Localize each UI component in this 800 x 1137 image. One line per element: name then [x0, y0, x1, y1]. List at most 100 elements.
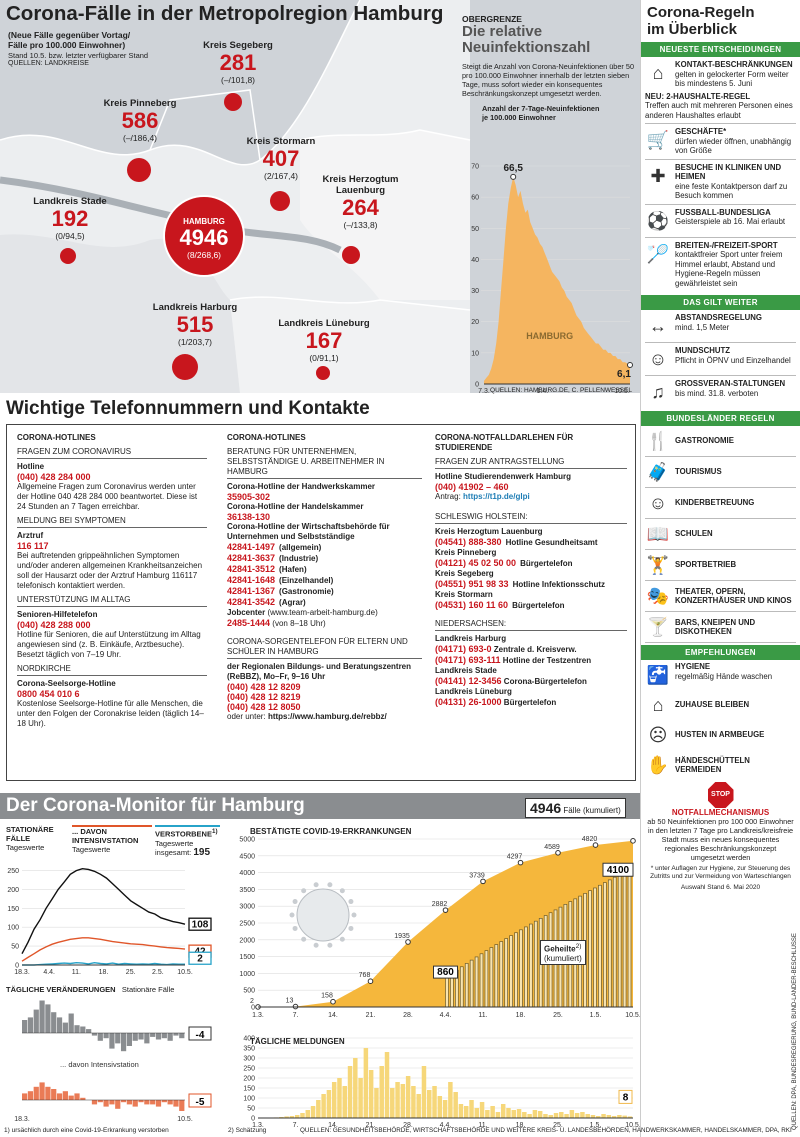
sneeze-icon: ☹ — [648, 725, 668, 745]
rules-heading-states: BUNDESLÄNDER REGELN — [641, 411, 800, 426]
antrag-link[interactable]: https://t1p.de/glpi — [463, 492, 530, 501]
phone-stade[interactable]: (04141) 12-3456 — [435, 676, 502, 686]
daily-bar — [321, 1094, 326, 1118]
change-bar — [39, 1000, 45, 1033]
daily-bar — [553, 1113, 559, 1118]
recovered-bar — [612, 876, 617, 1008]
series-line — [21, 937, 186, 962]
handwash-icon: 🚰 — [646, 665, 670, 685]
daily-bar — [495, 1112, 501, 1118]
change-bar — [27, 1091, 34, 1100]
rule-grossveranstaltungen: ♫ GROSSVERAN-STALTUNGEN bis mind. 31.8. ve… — [641, 376, 800, 408]
phone-harburg-1[interactable]: (04171) 693-0 — [435, 644, 492, 654]
change-bar — [27, 1017, 34, 1033]
phone-rebbz-3[interactable]: (040) 428 12 8050 — [227, 702, 301, 712]
recovered-bar — [607, 879, 612, 1008]
phone-seelsorge[interactable]: 0800 454 010 6 — [17, 689, 80, 699]
y-tick: 1500 — [239, 954, 255, 961]
daily-bar — [458, 1104, 464, 1118]
phone-wb[interactable]: 42841-1648 — [227, 575, 276, 585]
change-bar — [56, 1093, 63, 1100]
case-label: 2 — [250, 998, 254, 1005]
daily-bar — [384, 1052, 390, 1118]
y-tick: 0 — [251, 1116, 255, 1123]
x-tick: 25. — [553, 1122, 563, 1129]
change-icu-end: -5 — [196, 1097, 205, 1108]
recovered-end-box — [602, 862, 634, 877]
state-rule: 🍴 GASTRONOMIE — [641, 426, 800, 456]
change-bar — [120, 1100, 127, 1103]
cocktail-icon: 🍸 — [646, 617, 670, 637]
phone-sh[interactable]: (04531) 160 11 60 — [435, 600, 509, 610]
y-tick: 150 — [243, 1086, 255, 1093]
phone-jobcenter[interactable]: 2485-1444 — [227, 618, 271, 628]
daily-bar — [479, 1102, 485, 1118]
recovered-end: 4100 — [607, 865, 630, 876]
district-pinneberg: Kreis Pinneberg 586 (–/186,4) — [103, 98, 177, 143]
last-marker — [627, 362, 633, 369]
change-label: TÄGLICHE VERÄNDERUNGEN Stationäre Fälle — [6, 985, 175, 994]
phone-wb[interactable]: 42841-1367 — [227, 586, 276, 596]
state-rule: 🍸 BARS, KNEIPEN UND DISKOTHEKEN — [641, 612, 800, 642]
change-bar — [138, 1033, 144, 1040]
chart-daily: 0 50 100 150 200 250 300 350 400 1.3. 7. 14. 21. 28. 4… — [243, 1036, 640, 1130]
phone-sh[interactable]: (04551) 951 98 33 — [435, 579, 509, 589]
phone-handelskammer[interactable]: 36138-130 — [227, 512, 271, 522]
phone-rebbz-1[interactable]: (040) 428 12 8209 — [227, 682, 301, 692]
change-bar — [91, 1100, 98, 1105]
change-bar — [155, 1100, 162, 1107]
series-line — [21, 867, 186, 955]
change-bar — [161, 1033, 167, 1039]
recovered-bar — [445, 977, 449, 1008]
rules-selection: Auswahl Stand 6. Mai 2020 — [680, 884, 761, 891]
phone-rebbz-2[interactable]: (040) 428 12 8219 — [227, 692, 301, 702]
recovered-bar — [617, 874, 622, 1008]
phone-wb[interactable]: 42841-3637 — [227, 553, 276, 563]
x-tick: 7. — [293, 1012, 299, 1019]
daily-bar — [437, 1096, 443, 1118]
phone-wb[interactable]: 42841-3542 — [227, 597, 276, 607]
case-point — [480, 878, 486, 885]
y-tick: 2000 — [239, 937, 255, 944]
crowd-icon: ♫ — [651, 382, 665, 402]
phone-sh[interactable]: (04541) 888-380 — [435, 537, 502, 547]
y-tick: 100 — [243, 1096, 255, 1103]
change-bar — [126, 1100, 133, 1105]
daily-bar — [463, 1106, 469, 1118]
phone-sh[interactable]: (04121) 45 02 50 00 — [435, 558, 517, 568]
change-bar — [74, 1093, 80, 1100]
case-label: 4297 — [507, 854, 523, 861]
phone-wb[interactable]: 42841-1497 — [227, 542, 276, 552]
end-box — [188, 917, 212, 931]
y-tick: 50 — [247, 1106, 255, 1113]
x-tick: 21. — [366, 1122, 376, 1129]
daily-bar — [432, 1086, 437, 1118]
recovered-bar — [588, 890, 592, 1008]
gym-icon: 🏋 — [646, 555, 670, 575]
phone-handwerkskammer[interactable]: 35905-302 — [227, 492, 271, 502]
daily-bar — [548, 1115, 553, 1118]
daily-bar — [543, 1114, 548, 1118]
map-shapes — [0, 0, 471, 393]
phone-studierendenwerk[interactable]: (040) 41902 – 460 — [435, 482, 509, 492]
badminton-icon: 🏸 — [646, 243, 670, 264]
change-bar — [173, 1033, 179, 1036]
x-tick: 1.4. — [537, 388, 549, 394]
stop-icon: STOP — [707, 782, 734, 808]
phone-hotline[interactable]: (040) 428 284 000 — [17, 472, 91, 482]
phone-harburg-2[interactable]: (04171) 693-111 — [435, 655, 501, 665]
recovered-bar — [603, 882, 607, 1008]
metro-map: Corona-Fälle in der Metropolregion Hambu… — [0, 0, 640, 393]
change-bar — [39, 1082, 45, 1100]
change-bar — [22, 1020, 28, 1033]
virus-spike — [339, 936, 345, 942]
virus-spike — [301, 936, 307, 942]
change-bar — [115, 1033, 121, 1044]
phone-lueneburg[interactable]: (04131) 26-1000 — [435, 697, 502, 707]
phone-senioren[interactable]: (040) 428 288 000 — [17, 620, 91, 630]
rebbz-link[interactable]: https://www.hamburg.de/rebbz/ — [267, 712, 387, 721]
phone-arztruf[interactable]: 116 117 — [17, 541, 49, 551]
rules-footnote: * unter Auflagen zur Hygiene, zur Steuer… — [650, 865, 791, 880]
recovered-bar — [519, 929, 523, 1008]
phone-wb[interactable]: 42841-3512 — [227, 564, 276, 574]
